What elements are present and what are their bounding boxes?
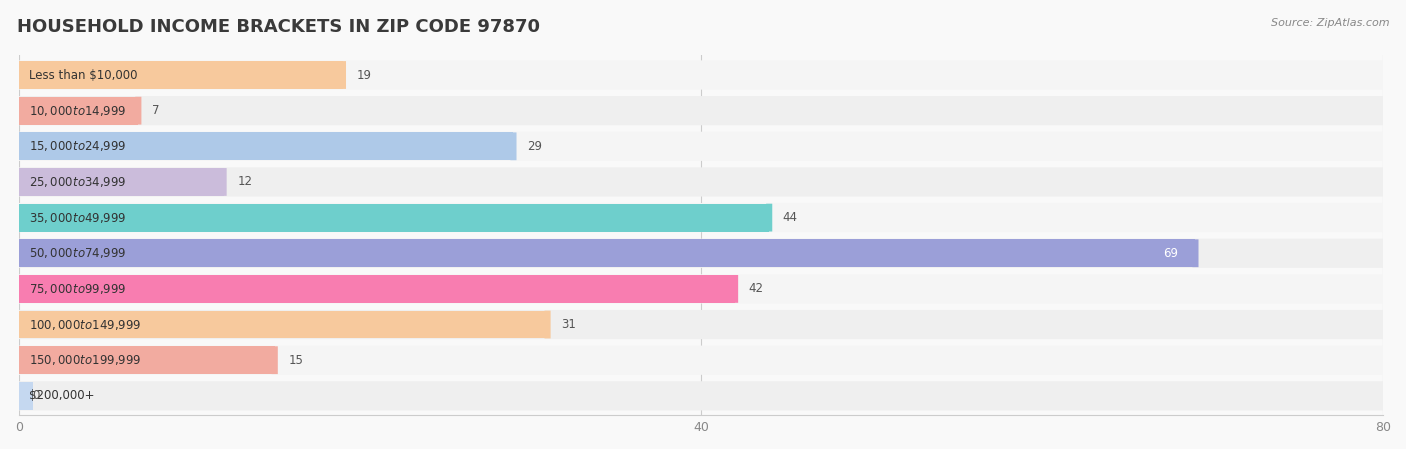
Text: $150,000 to $199,999: $150,000 to $199,999 xyxy=(30,353,142,367)
Text: $50,000 to $74,999: $50,000 to $74,999 xyxy=(30,246,127,260)
Text: HOUSEHOLD INCOME BRACKETS IN ZIP CODE 97870: HOUSEHOLD INCOME BRACKETS IN ZIP CODE 97… xyxy=(17,18,540,36)
FancyBboxPatch shape xyxy=(20,61,1384,90)
FancyBboxPatch shape xyxy=(1192,239,1198,267)
Bar xyxy=(20,61,343,89)
FancyBboxPatch shape xyxy=(20,167,1384,197)
FancyBboxPatch shape xyxy=(766,204,772,232)
Text: $25,000 to $34,999: $25,000 to $34,999 xyxy=(30,175,127,189)
FancyBboxPatch shape xyxy=(544,311,551,339)
FancyBboxPatch shape xyxy=(20,238,1384,268)
Text: $10,000 to $14,999: $10,000 to $14,999 xyxy=(30,104,127,118)
Text: 31: 31 xyxy=(561,318,576,331)
FancyBboxPatch shape xyxy=(20,203,1384,232)
Text: 15: 15 xyxy=(288,354,304,367)
Text: 19: 19 xyxy=(357,69,371,82)
Bar xyxy=(20,204,769,232)
FancyBboxPatch shape xyxy=(20,132,1384,161)
Text: 7: 7 xyxy=(152,104,159,117)
FancyBboxPatch shape xyxy=(20,96,1384,125)
Bar xyxy=(20,97,138,124)
Text: 44: 44 xyxy=(783,211,797,224)
Text: Source: ZipAtlas.com: Source: ZipAtlas.com xyxy=(1271,18,1389,28)
Text: $200,000+: $200,000+ xyxy=(30,389,94,402)
Bar xyxy=(20,275,735,303)
FancyBboxPatch shape xyxy=(135,97,142,124)
FancyBboxPatch shape xyxy=(20,346,1384,375)
Text: 29: 29 xyxy=(527,140,543,153)
Text: 42: 42 xyxy=(749,282,763,295)
FancyBboxPatch shape xyxy=(340,61,346,89)
Text: $75,000 to $99,999: $75,000 to $99,999 xyxy=(30,282,127,296)
FancyBboxPatch shape xyxy=(271,346,278,374)
FancyBboxPatch shape xyxy=(20,310,1384,339)
Text: Less than $10,000: Less than $10,000 xyxy=(30,69,138,82)
FancyBboxPatch shape xyxy=(221,168,226,196)
FancyBboxPatch shape xyxy=(20,274,1384,304)
FancyBboxPatch shape xyxy=(510,132,516,160)
Bar xyxy=(20,239,1195,267)
Text: $35,000 to $49,999: $35,000 to $49,999 xyxy=(30,211,127,224)
FancyBboxPatch shape xyxy=(733,275,738,303)
Bar xyxy=(20,311,547,339)
Text: $15,000 to $24,999: $15,000 to $24,999 xyxy=(30,139,127,153)
Bar xyxy=(20,382,32,410)
Bar xyxy=(20,346,274,374)
FancyBboxPatch shape xyxy=(20,381,1384,410)
Bar xyxy=(20,132,513,160)
Text: $100,000 to $149,999: $100,000 to $149,999 xyxy=(30,317,142,331)
Text: 12: 12 xyxy=(238,176,252,189)
Bar xyxy=(20,168,224,196)
Text: 69: 69 xyxy=(1163,247,1178,260)
Text: 0: 0 xyxy=(32,389,39,402)
